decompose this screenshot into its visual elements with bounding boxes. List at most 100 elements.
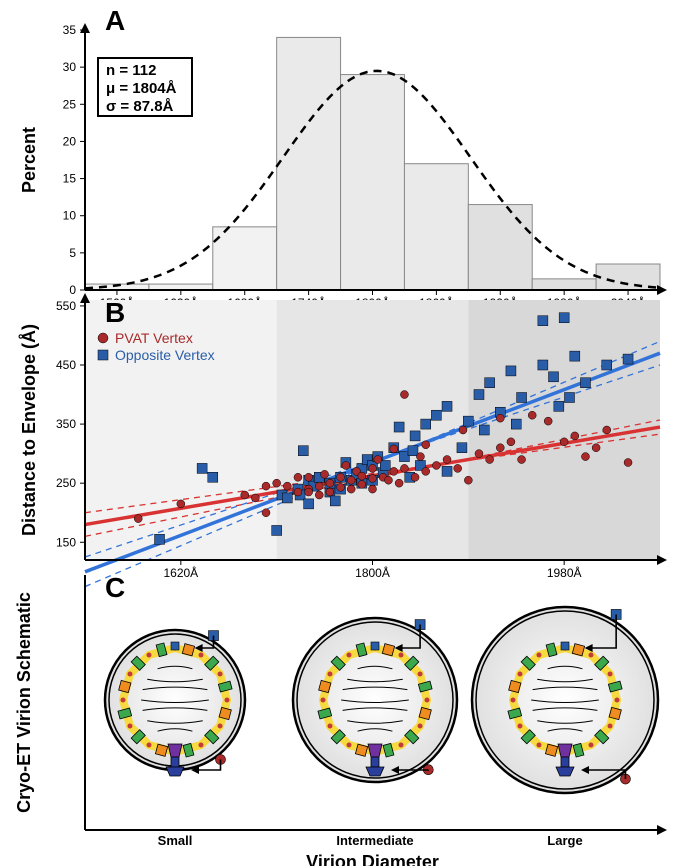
pvat-point (432, 461, 440, 469)
virion-label: Small (158, 833, 193, 848)
bg-region (468, 300, 660, 560)
pvat-point (241, 491, 249, 499)
ytick: 350 (56, 417, 76, 431)
pvat-point (560, 438, 568, 446)
panelC-ylabel: Cryo-ET Virion Schematic (14, 592, 34, 813)
panel-label-A: A (105, 5, 125, 36)
pvat-point (337, 483, 345, 491)
legend-opp-label: Opposite Vertex (115, 347, 215, 363)
pvat-point (369, 474, 377, 482)
pvat-point (337, 473, 345, 481)
opp-point (330, 496, 340, 506)
figure: 051015202530351560Å1620Å1680Å1740Å1800Å1… (0, 0, 683, 866)
panelB-ylabel: Distance to Envelope (Å) (19, 324, 39, 536)
ytick: 550 (56, 299, 76, 313)
opp-point (623, 354, 633, 364)
virion-schematic (293, 618, 457, 782)
pvat-point (305, 488, 313, 496)
panel-label-C: C (105, 572, 125, 603)
opp-point (410, 431, 420, 441)
pvat-point (283, 482, 291, 490)
pvat-point (416, 453, 424, 461)
pvat-point (369, 485, 377, 493)
opp-point (155, 534, 165, 544)
legend-pvat-label: PVAT Vertex (115, 330, 193, 346)
legend-opp-marker (98, 350, 108, 360)
histogram-bar (277, 37, 341, 290)
pvat-point (134, 515, 142, 523)
xtick: 1800Å (355, 565, 390, 580)
panelA-ylabel: Percent (19, 127, 39, 193)
bg-region (277, 300, 469, 560)
histogram-bar (468, 205, 532, 290)
pvat-point (315, 482, 323, 490)
opp-point (304, 499, 314, 509)
pvat-point (507, 438, 515, 446)
pvat-point (581, 453, 589, 461)
pvat-point (390, 445, 398, 453)
opp-point (298, 446, 308, 456)
histogram-bar (404, 164, 468, 290)
opp-point (517, 393, 527, 403)
opp-point (457, 443, 467, 453)
histogram-bar (213, 227, 277, 290)
pvat-point (603, 426, 611, 434)
ytick: 5 (69, 246, 76, 260)
pvat-point (342, 461, 350, 469)
panelC-xlabel: Virion Diameter (306, 852, 439, 866)
stats-mu: μ = 1804Å (106, 80, 177, 97)
pvat-point (251, 494, 259, 502)
xtick: 1620Å (163, 565, 198, 580)
panelA-yarrowhead (80, 23, 90, 33)
pvat-point (273, 479, 281, 487)
pvat-point (326, 479, 334, 487)
pvat-point (384, 476, 392, 484)
opp-point (549, 372, 559, 382)
pvat-point (459, 426, 467, 434)
opp-point (197, 463, 207, 473)
virion-schematic (472, 607, 658, 793)
virion-label: Large (547, 833, 582, 848)
ytick: 0 (69, 283, 76, 297)
opp-point (511, 419, 521, 429)
pvat-point (475, 450, 483, 458)
pvat-point (326, 488, 334, 496)
pvat-point (400, 391, 408, 399)
opp-point (570, 351, 580, 361)
ytick: 250 (56, 476, 76, 490)
pvat-point (358, 480, 366, 488)
ytick: 20 (63, 134, 77, 148)
pvat-point (496, 444, 504, 452)
opp-point (538, 360, 548, 370)
opp-point (559, 313, 569, 323)
ytick: 25 (63, 97, 77, 111)
opp-point (442, 466, 452, 476)
pvat-point (443, 456, 451, 464)
pvat-point (305, 473, 313, 481)
pvat-point (528, 411, 536, 419)
stats-sigma: σ = 87.8Å (106, 98, 174, 115)
opp-point (442, 401, 452, 411)
pvat-point (369, 464, 377, 472)
pvat-point (624, 459, 632, 467)
pvat-point (422, 467, 430, 475)
ytick: 15 (63, 172, 77, 186)
pvat-point (422, 441, 430, 449)
legend-pvat-marker (98, 333, 108, 343)
ytick: 450 (56, 358, 76, 372)
opp-point (272, 525, 282, 535)
opp-point (282, 493, 292, 503)
pvat-point (347, 476, 355, 484)
opp-point (564, 393, 574, 403)
opp-point (463, 416, 473, 426)
pvat-point (321, 470, 329, 478)
pvat-point (374, 456, 382, 464)
histogram-bar (532, 279, 596, 290)
pvat-point (544, 417, 552, 425)
pvat-point (496, 414, 504, 422)
virion-label: Intermediate (336, 833, 413, 848)
opp-point (208, 472, 218, 482)
ytick: 30 (63, 60, 77, 74)
pvat-point (177, 500, 185, 508)
pvat-point (411, 473, 419, 481)
